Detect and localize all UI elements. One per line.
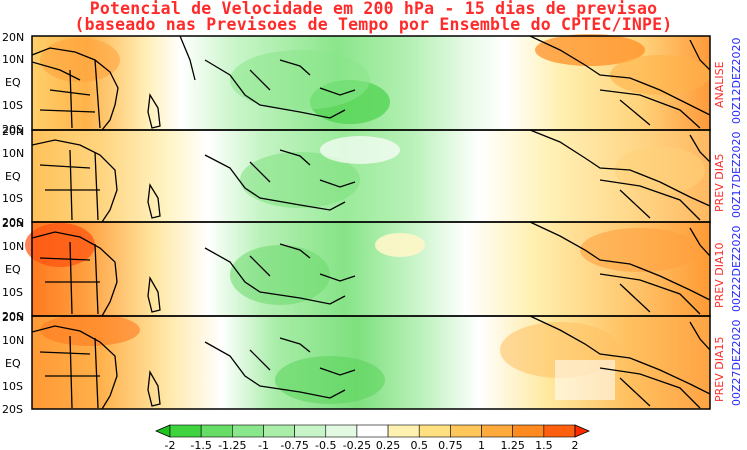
lat-label: EQ xyxy=(5,76,21,89)
colorbar-swatch xyxy=(325,424,358,438)
lat-labels-panel1: 20N 10N EQ 10S 20S xyxy=(2,31,24,136)
map-title-line2: (baseado nas Previsoes de Tempo por Ense… xyxy=(74,15,673,34)
colorbar-label: 2 xyxy=(572,439,579,450)
lat-label: 20N xyxy=(2,31,24,44)
colorbar-label: -0.5 xyxy=(315,439,336,450)
colorbar: -2 -1.5 -1.25 -1 -0.75 -0.5 -0.25 0.25 0.5 0.75 1 1… xyxy=(154,424,591,450)
colorbar-label: -0.25 xyxy=(343,439,371,450)
lat-label: 20S xyxy=(2,123,23,136)
colorbar-label: -0.75 xyxy=(280,439,308,450)
lat-label: 10N xyxy=(2,147,24,160)
colorbar-label: -2 xyxy=(165,439,176,450)
colorbar-label: 0.25 xyxy=(376,439,401,450)
colorbar-swatch xyxy=(481,424,513,438)
lat-label: 10S xyxy=(2,192,23,205)
lat-label: 10N xyxy=(2,334,24,347)
colorbar-label: 0.75 xyxy=(438,439,463,450)
colorbar-label: 1.25 xyxy=(500,439,525,450)
panel-date: 00Z22DEZ2020 xyxy=(730,226,743,312)
colorbar-swatch xyxy=(169,424,202,438)
lat-labels-panel4: 20N 10N EQ 10S 20S xyxy=(2,311,24,416)
lat-label: 20N xyxy=(2,125,24,138)
lat-label: EQ xyxy=(5,357,21,370)
panel-frames xyxy=(31,35,711,410)
lat-label: 10N xyxy=(2,53,24,66)
colorbar-label: 1 xyxy=(478,439,485,450)
colorbar-max-arrow xyxy=(574,424,591,438)
colorbar-label: -1.5 xyxy=(190,439,211,450)
colorbar-swatch xyxy=(387,424,420,438)
panel-label: ANALISE xyxy=(713,61,726,108)
panel-prev-dia15 xyxy=(32,314,710,409)
panel-prev-dia10 xyxy=(25,222,710,316)
panel-date: 00Z17DEZ2020 xyxy=(730,132,743,218)
colorbar-label: 0.5 xyxy=(410,439,428,450)
colorbar-swatch xyxy=(294,424,327,438)
panel-label: PREV DIA10 xyxy=(713,243,726,308)
panel-date: 00Z27DEZ2020 xyxy=(730,320,743,406)
lat-label: 10S xyxy=(2,99,23,112)
colorbar-swatch xyxy=(263,424,295,438)
map-title-line1: Potencial de Velocidade em 200 hPa - 15 … xyxy=(89,0,658,18)
lat-label: 10N xyxy=(2,240,24,253)
colorbar-swatch xyxy=(232,424,264,438)
lat-label: 20S xyxy=(2,310,23,323)
lat-label: 10S xyxy=(2,286,23,299)
colorbar-label: -1.25 xyxy=(218,439,246,450)
colorbar-min-arrow xyxy=(154,424,171,438)
panel-prev-dia5 xyxy=(32,130,710,222)
lat-labels-panel3: 20N 10N EQ 10S 20S xyxy=(2,217,24,323)
colorbar-label: -1 xyxy=(258,439,269,450)
panel-label: PREV DIA5 xyxy=(713,154,726,213)
colorbar-swatch xyxy=(543,424,576,438)
panel-date: 00Z12DEZ2020 xyxy=(730,38,743,124)
panel-label: PREV DIA15 xyxy=(713,337,726,402)
colorbar-swatch xyxy=(450,424,482,438)
colorbar-swatch xyxy=(418,424,451,438)
lat-label: 20N xyxy=(2,217,24,230)
lat-label: 20S xyxy=(2,403,23,416)
lat-label: EQ xyxy=(5,170,21,183)
colorbar-swatch xyxy=(200,424,233,438)
lat-label: EQ xyxy=(5,263,21,276)
lat-label: 20S xyxy=(2,216,23,229)
lat-label: 20N xyxy=(2,311,24,324)
lat-label: 10S xyxy=(2,380,23,393)
colorbar-label: 1.5 xyxy=(535,439,553,450)
coastlines xyxy=(32,36,710,409)
lat-labels-panel2: 20N 10N EQ 10S 20S xyxy=(2,125,24,229)
colorbar-swatch xyxy=(512,424,545,438)
panel-analise xyxy=(32,34,710,130)
colorbar-swatch xyxy=(356,424,389,438)
